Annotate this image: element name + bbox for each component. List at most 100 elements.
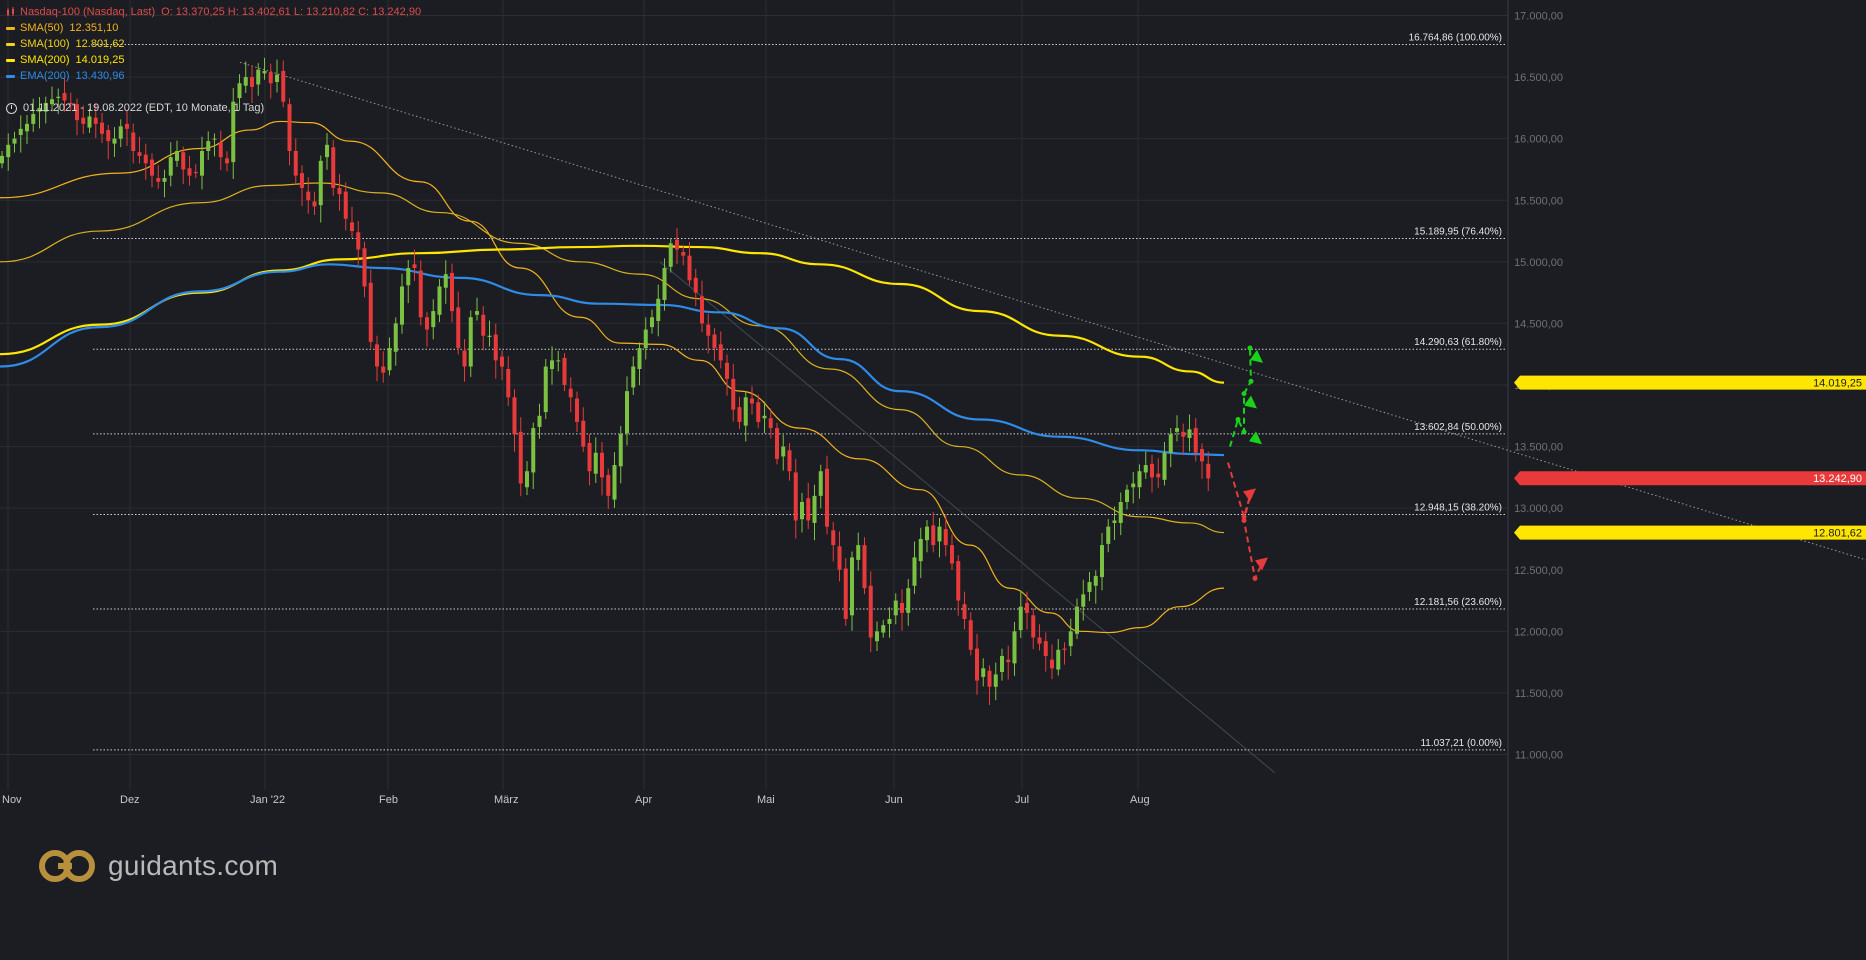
legend-label: SMA(50) (20, 22, 64, 34)
candle-body (818, 471, 823, 496)
chart-grid (0, 0, 1509, 960)
fib-label: 16.764,86 (100.00%) (1409, 32, 1502, 43)
legend-indicator-sma100[interactable]: SMA(100) 12.801,62 (6, 36, 421, 52)
legend-swatch (6, 58, 15, 62)
candle-body (812, 495, 817, 523)
price-badge (1514, 471, 1866, 486)
candlesticks (0, 57, 1211, 705)
candle-body (606, 474, 611, 496)
price-badge-label: 12.801,62 (1813, 528, 1862, 540)
legend-value: 13.430,96 (75, 70, 125, 82)
candle-body (431, 311, 436, 328)
candle-body (656, 298, 661, 321)
bullish-scenario-arrow-dot (1235, 416, 1241, 422)
candle-body (312, 201, 317, 207)
legend-label: SMA(200) (20, 54, 70, 66)
candle-body (268, 72, 273, 84)
candle-body (487, 335, 492, 337)
candle-body (625, 391, 629, 434)
bullish-scenario-arrow (1229, 348, 1253, 447)
legend-indicator-sma50[interactable]: SMA(50) 12.351,10 (6, 20, 421, 36)
candle-body (331, 147, 336, 188)
candle-body (1018, 606, 1023, 631)
candle-body (1162, 452, 1167, 480)
candle-body (18, 128, 23, 135)
candle-body (800, 502, 804, 520)
candle-body (937, 526, 942, 542)
candle-body (206, 141, 211, 151)
guidants-logo-icon (39, 850, 95, 882)
fib-label: 12.181,56 (23.60%) (1414, 597, 1502, 608)
candle-body (862, 545, 867, 589)
candle-body (950, 545, 954, 564)
price-badge (1514, 375, 1866, 390)
candle-body (275, 74, 279, 83)
candle-body (993, 674, 998, 687)
date-range-text: 01.11.2021 - 19.08.2022 (EDT, 10 Monate,… (23, 102, 265, 114)
candle-body (506, 368, 511, 398)
fib-label: 12.948,15 (38.20%) (1414, 503, 1502, 514)
x-tick-label: Jul (1015, 794, 1029, 806)
candle-body (218, 142, 223, 158)
legend-indicator-ema200[interactable]: EMA(200) 13.430,96 (6, 68, 421, 84)
candle-body (356, 232, 361, 250)
bullish-arrowhead (1249, 431, 1262, 445)
candle-body (437, 286, 442, 315)
candle-body (1100, 545, 1104, 578)
candle-body (150, 159, 154, 176)
fib-label: 15.189,95 (76.40%) (1414, 226, 1502, 237)
candle-body (1137, 471, 1142, 488)
candle-body (6, 144, 11, 158)
candle-body (156, 178, 161, 182)
candle-body (112, 138, 117, 144)
candle-body (1081, 594, 1086, 607)
y-tick-label: 12.000,00 (1514, 626, 1563, 638)
x-tick-label: Dez (120, 794, 140, 806)
legend-label: SMA(100) (20, 38, 70, 50)
candle-body (1025, 603, 1029, 613)
y-tick-label: 16.500,00 (1514, 72, 1563, 84)
legend-value: 12.351,10 (69, 22, 119, 34)
candle-body (462, 350, 467, 367)
candle-body (1156, 473, 1161, 478)
bullish-scenario-arrow-dot (1248, 378, 1254, 384)
candle-body (318, 160, 323, 206)
candle-body (262, 70, 267, 74)
candle-body (525, 471, 529, 488)
candle-body (975, 648, 979, 681)
candle-body (287, 104, 292, 151)
legend-value: 14.019,25 (75, 54, 125, 66)
candle-body (943, 529, 948, 546)
chart-legend: Nasdaq-100 (Nasdaq, Last) O: 13.370,25 H… (6, 4, 421, 100)
price-badges: 14.019,25 13.242,90 12.801,62 (1514, 375, 1866, 540)
x-tick-label: Mai (757, 794, 775, 806)
candle-body (368, 282, 373, 342)
bearish-arrowhead (1243, 488, 1256, 502)
candle-body (687, 255, 692, 281)
candle-body (1093, 575, 1098, 586)
downtrend-line (239, 61, 1866, 561)
candle-body (281, 70, 286, 102)
candle-body (75, 104, 79, 121)
bullish-scenario-arrow-dot (1241, 429, 1247, 435)
candle-body (875, 631, 879, 642)
y-tick-label: 15.500,00 (1514, 195, 1563, 207)
candle-body (856, 545, 861, 560)
candle-body (1006, 659, 1011, 663)
x-tick-label: Apr (635, 794, 652, 806)
candle-body (1068, 631, 1073, 647)
candle-body (1106, 526, 1111, 544)
candle-body (443, 274, 448, 288)
candle-body (1175, 428, 1179, 432)
candle-body (56, 96, 61, 99)
candle-body (343, 191, 348, 219)
candle-body (893, 600, 898, 616)
legend-indicator-sma200[interactable]: SMA(200) 14.019,25 (6, 52, 421, 68)
fib-label: 13.602,84 (50.00%) (1414, 422, 1502, 433)
candle-body (1050, 659, 1054, 669)
candle-body (1056, 649, 1061, 670)
price-badge-label: 14.019,25 (1813, 378, 1862, 390)
candle-body (231, 101, 236, 163)
candle-body (650, 317, 654, 328)
